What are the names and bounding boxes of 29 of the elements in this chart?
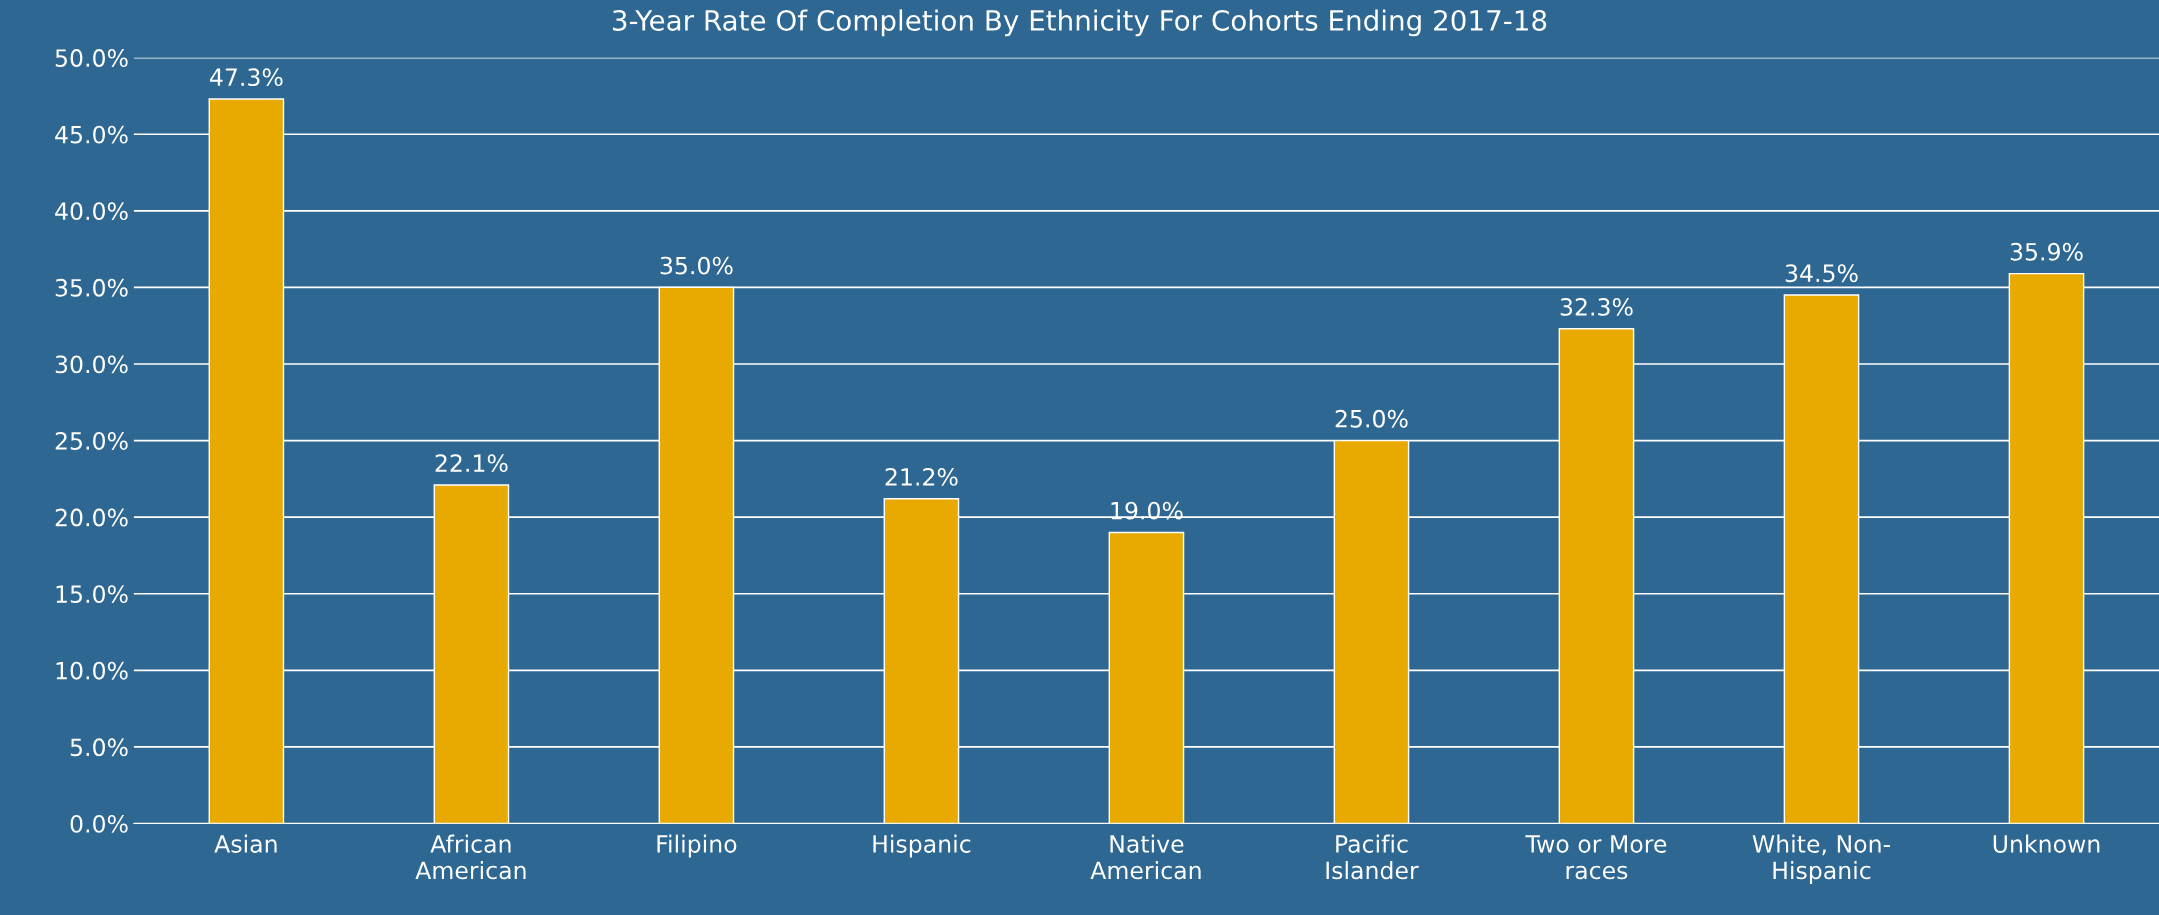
y-tick-label: 35.0% — [55, 278, 128, 297]
y-tick-label: 10.0% — [56, 661, 128, 680]
x-tick-label: Two or More races — [1525, 835, 1667, 880]
y-tick-label: 5.0% — [70, 738, 128, 757]
x-tick-label: Unknown — [1993, 834, 2100, 853]
data-label: 21.2% — [885, 468, 958, 486]
data-label: 34.5% — [1785, 264, 1858, 283]
x-tick-label: Hispanic — [873, 834, 971, 858]
chart-title: 3-Year Rate Of Completion By Ethnicity For Cohorts Ending 2017-18 — [612, 9, 1547, 37]
x-tick-label: Asian — [214, 834, 277, 853]
y-tick-label: 45.0% — [55, 125, 128, 144]
x-tick-label: Pacific Islander — [1326, 834, 1419, 880]
x-tick-label: White, Non- Hispanic — [1752, 834, 1890, 884]
data-label: 35.9% — [2010, 242, 2083, 261]
data-label: 25.0% — [1335, 409, 1408, 428]
y-tick-label: 25.0% — [55, 432, 128, 450]
data-label: 22.1% — [435, 454, 508, 473]
y-tick-label: 40.0% — [55, 202, 128, 221]
y-tick-label: 20.0% — [55, 508, 128, 527]
x-tick-label: Filipino — [657, 834, 737, 858]
y-tick-label: 0.0% — [70, 814, 128, 833]
data-label: 47.3% — [210, 68, 283, 87]
x-tick-label: Native American — [1090, 834, 1201, 880]
y-tick-label: 50.0% — [55, 49, 128, 67]
x-tick-label: African American — [415, 834, 526, 880]
data-label: 35.0% — [660, 256, 733, 275]
y-tick-label: 30.0% — [55, 355, 128, 374]
y-tick-label: 15.0% — [56, 585, 128, 604]
data-label: 32.3% — [1560, 297, 1633, 316]
